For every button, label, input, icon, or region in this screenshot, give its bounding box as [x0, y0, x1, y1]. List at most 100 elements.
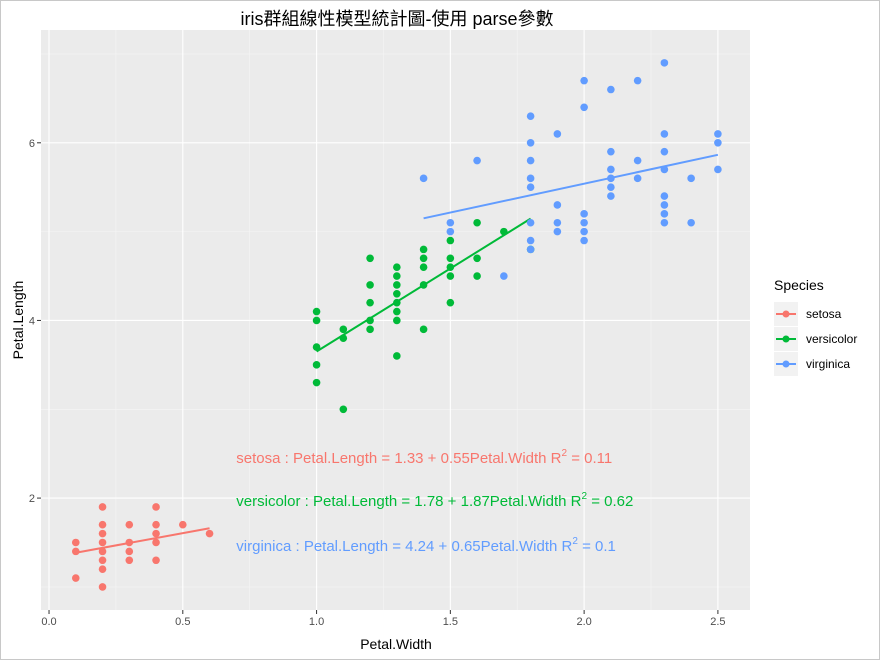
point-virginica: [419, 174, 428, 183]
x-axis-ticks: 0.0 0.5 1.0 1.5 2.0 2.5: [41, 610, 726, 628]
point-setosa: [98, 538, 107, 547]
point-virginica: [526, 218, 535, 227]
annotation-superscript: 2: [572, 536, 578, 547]
legend-key-point-setosa: [782, 310, 790, 318]
point-setosa: [98, 565, 107, 573]
point-setosa: [98, 547, 107, 556]
point-versicolor: [312, 361, 321, 369]
point-virginica: [553, 227, 562, 236]
point-versicolor: [393, 352, 401, 360]
point-setosa: [152, 520, 160, 529]
y-tick-label: 6: [29, 138, 35, 150]
chart-title: iris群組線性模型統計圖-使用 parse參數: [240, 9, 553, 29]
point-setosa: [125, 556, 134, 565]
point-setosa: [179, 520, 187, 529]
point-versicolor: [393, 281, 401, 289]
grid: [41, 30, 750, 610]
point-virginica: [607, 85, 615, 94]
point-virginica: [526, 139, 535, 147]
annotation-virginica: virginica : Petal.Length = 4.24 + 0.65Pe…: [236, 536, 616, 555]
point-virginica: [714, 130, 722, 138]
annotation-equation: versicolor : Petal.Length = 1.78 + 1.87P…: [236, 493, 581, 510]
legend-label-versicolor: versicolor: [806, 332, 857, 346]
y-tick-label: 2: [29, 493, 35, 505]
point-virginica: [526, 112, 535, 120]
point-virginica: [526, 183, 535, 192]
point-versicolor: [419, 254, 428, 263]
point-virginica: [660, 147, 669, 156]
point-virginica: [607, 183, 615, 192]
point-versicolor: [419, 325, 428, 334]
point-versicolor: [366, 325, 374, 334]
y-axis-ticks: 2 4 6: [29, 138, 41, 505]
point-virginica: [526, 236, 535, 245]
point-virginica: [660, 210, 669, 218]
annotations: setosa : Petal.Length = 1.33 + 0.55Petal…: [236, 448, 633, 555]
y-tick-label: 4: [29, 315, 35, 327]
x-axis-label: Petal.Width: [360, 636, 432, 652]
point-virginica: [633, 174, 642, 183]
point-versicolor: [446, 272, 455, 280]
point-versicolor: [339, 405, 348, 414]
x-tick-label: 2.5: [710, 616, 725, 628]
point-setosa: [125, 538, 134, 547]
point-versicolor: [393, 307, 401, 316]
point-virginica: [607, 192, 615, 200]
point-virginica: [660, 218, 669, 227]
point-virginica: [526, 156, 535, 165]
fit-line-virginica: [423, 153, 719, 220]
point-versicolor: [366, 254, 374, 263]
point-setosa: [71, 538, 80, 547]
point-virginica: [553, 130, 562, 138]
point-setosa: [152, 538, 160, 547]
legend-key-point-versicolor: [782, 335, 790, 343]
point-virginica: [633, 156, 642, 165]
x-tick-label: 2.0: [576, 616, 591, 628]
point-virginica: [660, 130, 669, 138]
point-virginica: [446, 227, 455, 236]
legend-title: Species: [774, 277, 824, 293]
point-setosa: [98, 520, 107, 529]
point-versicolor: [419, 263, 428, 271]
point-virginica: [526, 245, 535, 254]
point-virginica: [500, 272, 508, 280]
point-virginica: [660, 59, 669, 67]
point-versicolor: [393, 272, 401, 280]
point-virginica: [687, 218, 695, 227]
point-setosa: [98, 583, 107, 591]
legend: Species setosa versicolor virginica: [774, 277, 857, 376]
points: [71, 59, 722, 591]
annotation-versicolor: versicolor : Petal.Length = 1.78 + 1.87P…: [236, 491, 633, 510]
point-versicolor: [339, 334, 348, 343]
annotation-equation: setosa : Petal.Length = 1.33 + 0.55Petal…: [236, 450, 561, 467]
point-virginica: [553, 201, 562, 209]
point-virginica: [714, 165, 722, 174]
point-virginica: [580, 218, 588, 227]
point-setosa: [71, 574, 80, 582]
annotation-setosa: setosa : Petal.Length = 1.33 + 0.55Petal…: [236, 448, 612, 467]
point-virginica: [714, 139, 722, 147]
y-axis-label: Petal.Length: [10, 281, 26, 360]
x-tick-label: 1.5: [443, 616, 458, 628]
point-setosa: [125, 547, 134, 556]
legend-label-virginica: virginica: [806, 357, 850, 371]
annotation-r2: = 0.62: [587, 493, 633, 510]
point-versicolor: [500, 227, 508, 236]
point-versicolor: [312, 307, 321, 316]
point-setosa: [152, 556, 160, 565]
point-virginica: [580, 236, 588, 245]
legend-key-point-virginica: [782, 360, 790, 368]
x-tick-label: 0.5: [175, 616, 190, 628]
point-virginica: [607, 165, 615, 174]
point-versicolor: [393, 263, 401, 271]
point-virginica: [607, 174, 615, 183]
point-virginica: [446, 218, 455, 227]
point-setosa: [152, 503, 160, 511]
point-virginica: [473, 156, 481, 165]
point-versicolor: [446, 254, 455, 263]
legend-label-setosa: setosa: [806, 307, 842, 321]
annotation-superscript: 2: [562, 448, 568, 459]
point-versicolor: [473, 218, 481, 227]
point-versicolor: [366, 281, 374, 289]
point-virginica: [607, 147, 615, 156]
